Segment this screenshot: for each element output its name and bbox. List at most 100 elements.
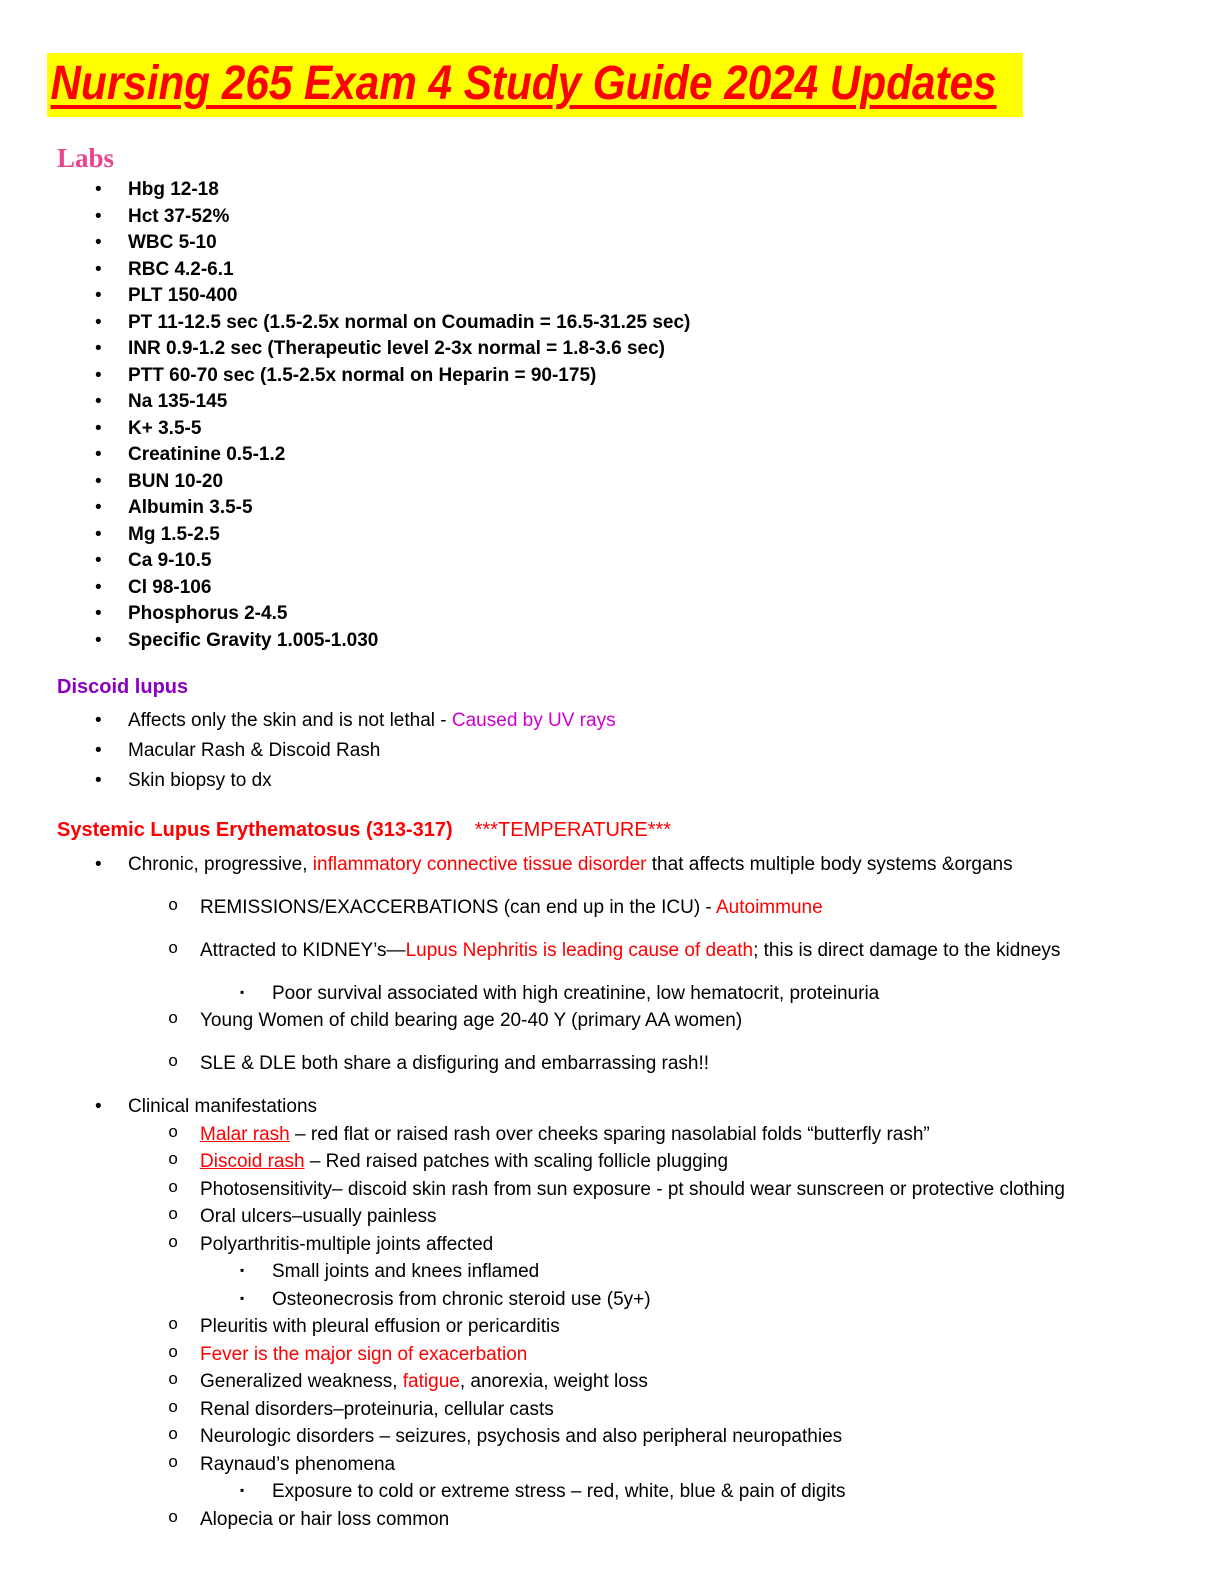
- list-item-text: REMISSIONS/EXACCERBATIONS (can end up in…: [200, 897, 823, 918]
- list-item-text: BUN 10-20: [128, 471, 223, 492]
- text-segment: Specific Gravity 1.005-1.030: [128, 629, 379, 651]
- sle-list: • Chronic, progressive, inflammatory conn…: [0, 852, 1224, 1532]
- text-segment: Poor survival associated with high creat…: [272, 982, 880, 1004]
- bullet-icon: •: [95, 232, 102, 253]
- list-item: o Renal disorders–proteinuria, cellular c…: [0, 1397, 1224, 1422]
- list-item: o Neurologic disorders – seizures, psycho…: [0, 1424, 1224, 1449]
- list-item: • Affects only the skin and is not lethal…: [0, 708, 1224, 733]
- list-item-text: Chronic, progressive, inflammatory conne…: [128, 854, 1013, 875]
- text-segment: Affects only the skin and is not lethal …: [128, 709, 452, 731]
- list-item-text: Macular Rash & Discoid Rash: [128, 740, 380, 761]
- text-segment: Generalized weakness,: [200, 1371, 403, 1392]
- list-item-text: Mg 1.5-2.5: [128, 524, 220, 545]
- text-segment: SLE & DLE both share a disfiguring and e…: [200, 1053, 710, 1074]
- list-item-text: Hbg 12-18: [128, 179, 219, 200]
- bullet-icon: o: [168, 1453, 179, 1473]
- list-item-text: PLT 150-400: [128, 285, 237, 306]
- discoid-lupus-list: • Affects only the skin and is not lethal…: [0, 708, 1224, 793]
- text-segment: Raynaud’s phenomena: [200, 1453, 396, 1475]
- text-segment: inflammatory connective tissue disorder: [312, 853, 647, 875]
- labs-list: • Hbg 12-18 • Hct 37-52% • WBC 5-10 • RBC 4.2-6…: [0, 177, 1224, 653]
- text-segment: Oral ulcers–usually painless: [200, 1206, 437, 1227]
- bullet-icon: o: [168, 1398, 179, 1418]
- list-item-text: Alopecia or hair loss common: [200, 1509, 449, 1530]
- list-item-text: Affects only the skin and is not lethal …: [128, 710, 616, 731]
- list-item: • Creatinine 0.5-1.2: [0, 442, 1224, 467]
- text-segment: Cl 98-106: [128, 576, 212, 598]
- list-item-text: Albumin 3.5-5: [128, 497, 253, 518]
- list-item: o Oral ulcers–usually painless: [0, 1204, 1224, 1229]
- list-item: o Malar rash – red flat or raised rash ov…: [0, 1122, 1224, 1147]
- bullet-icon: o: [168, 1206, 179, 1225]
- list-item: • INR 0.9-1.2 sec (Therapeutic level 2-3x…: [0, 336, 1224, 361]
- list-item: o Attracted to KIDNEY’s—Lupus Nephritis i…: [0, 938, 1224, 963]
- list-item-text: K+ 3.5-5: [128, 418, 201, 439]
- list-item: • Na 135-145: [0, 389, 1224, 414]
- bullet-icon: •: [95, 709, 102, 731]
- bullet-icon: o: [168, 1151, 179, 1170]
- list-item: • WBC 5-10: [0, 230, 1224, 255]
- list-item: • BUN 10-20: [0, 469, 1224, 494]
- list-item-text: Raynaud’s phenomena: [200, 1454, 395, 1475]
- bullet-icon: •: [95, 1096, 102, 1117]
- list-item: • PTT 60-70 sec (1.5-2.5x normal on Hepar…: [0, 363, 1224, 388]
- text-segment: Lupus Nephritis is leading cause of deat…: [405, 939, 754, 961]
- text-segment: Malar rash: [200, 1123, 290, 1145]
- list-item-text: PTT 60-70 sec (1.5-2.5x normal on Hepari…: [128, 365, 596, 386]
- bullet-icon: o: [168, 1178, 179, 1198]
- list-item-text: Poor survival associated with high creat…: [272, 983, 879, 1004]
- list-item: • Skin biopsy to dx: [0, 768, 1224, 793]
- text-segment: Hbg 12-18: [128, 179, 219, 200]
- text-segment: fatigue: [402, 1371, 460, 1392]
- bullet-icon: •: [95, 853, 102, 875]
- bullet-icon: •: [95, 258, 102, 280]
- text-segment: PLT 150-400: [128, 285, 238, 306]
- text-segment: Autoimmune: [715, 896, 823, 918]
- text-segment: – Red raised patches with scaling follic…: [304, 1151, 729, 1172]
- list-item: • Albumin 3.5-5: [0, 495, 1224, 520]
- bullet-icon: ▪: [240, 1290, 245, 1305]
- bullet-icon: •: [95, 470, 102, 492]
- bullet-icon: •: [95, 497, 102, 518]
- text-segment: Creatinine 0.5-1.2: [128, 444, 286, 465]
- list-item-text: Oral ulcers–usually painless: [200, 1206, 437, 1227]
- list-item: o REMISSIONS/EXACCERBATIONS (can end up i…: [0, 895, 1224, 920]
- list-item: ▪ Small joints and knees inflamed: [0, 1259, 1224, 1284]
- text-segment: Clinical manifestations: [128, 1096, 318, 1117]
- bullet-icon: •: [95, 338, 102, 359]
- section-heading-labs: Labs: [57, 145, 1224, 172]
- list-item-text: Cl 98-106: [128, 577, 211, 598]
- text-segment: Na 135-145: [128, 391, 228, 412]
- list-item: ▪ Poor survival associated with high crea…: [0, 981, 1224, 1006]
- list-item-text: Neurologic disorders – seizures, psychos…: [200, 1426, 842, 1447]
- list-item: • Clinical manifestations: [0, 1094, 1224, 1119]
- list-item: ▪ Osteonecrosis from chronic steroid use …: [0, 1287, 1224, 1312]
- bullet-icon: o: [168, 1010, 179, 1029]
- bullet-icon: •: [95, 739, 102, 761]
- bullet-icon: o: [168, 939, 179, 959]
- bullet-icon: o: [168, 1316, 179, 1335]
- list-item: • Cl 98-106: [0, 575, 1224, 600]
- list-item-text: Generalized weakness, fatigue, anorexia,…: [200, 1371, 648, 1392]
- list-item-text: Hct 37-52%: [128, 206, 229, 227]
- list-item: o Alopecia or hair loss common: [0, 1507, 1224, 1532]
- text-segment: PT 11-12.5 sec (1.5-2.5x normal on Couma…: [128, 311, 691, 333]
- list-item-text: Clinical manifestations: [128, 1096, 317, 1117]
- list-item-text: Renal disorders–proteinuria, cellular ca…: [200, 1399, 554, 1420]
- list-item-text: Young Women of child bearing age 20-40 Y…: [200, 1010, 742, 1031]
- list-item-text: Na 135-145: [128, 391, 227, 412]
- bullet-icon: o: [168, 1426, 179, 1445]
- text-segment: Fever is the major sign of exacerbation: [200, 1343, 528, 1365]
- list-item: • Macular Rash & Discoid Rash: [0, 738, 1224, 763]
- bullet-icon: •: [95, 311, 102, 333]
- page-title: Nursing 265 Exam 4 Study Guide 2024 Upda…: [47, 53, 1023, 117]
- text-segment: Ca 9-10.5: [128, 550, 212, 571]
- bullet-icon: •: [95, 444, 102, 465]
- text-segment: Alopecia or hair loss common: [200, 1508, 450, 1530]
- bullet-icon: •: [95, 769, 102, 791]
- list-item: • K+ 3.5-5: [0, 416, 1224, 441]
- list-item: ▪ Exposure to cold or extreme stress – re…: [0, 1479, 1224, 1504]
- bullet-icon: •: [95, 364, 102, 386]
- bullet-icon: o: [168, 1508, 179, 1528]
